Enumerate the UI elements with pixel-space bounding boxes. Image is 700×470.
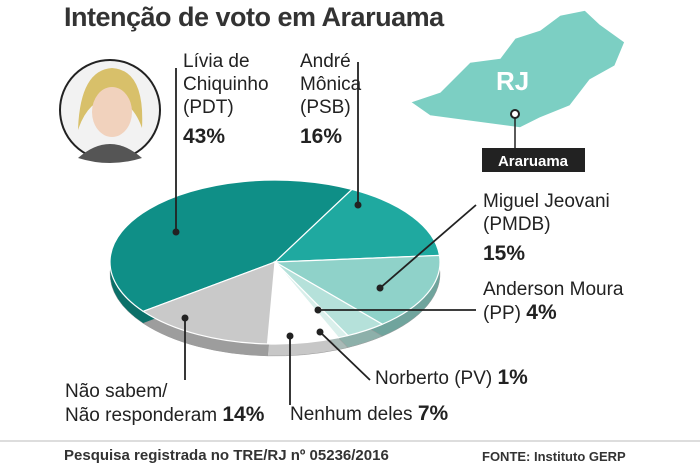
leader-dot bbox=[286, 332, 294, 340]
value-label: 1% bbox=[497, 366, 528, 389]
candidate-photo bbox=[59, 59, 161, 163]
footer-source: FONTE: Instituto GERP bbox=[482, 449, 626, 464]
leader-line bbox=[319, 331, 371, 381]
slice-label: Anderson Moura (PP) 4% bbox=[483, 278, 623, 325]
slice-label: Lívia de Chiquinho (PDT) 43% bbox=[183, 50, 269, 148]
category-name: André Mônica (PSB) bbox=[300, 51, 362, 118]
category-name: Anderson Moura (PP) bbox=[483, 279, 624, 324]
leader-dot bbox=[316, 328, 324, 336]
value-label: 43% bbox=[183, 125, 226, 148]
slice bbox=[109, 179, 354, 313]
leader-dot bbox=[172, 228, 180, 236]
city-label: Araruama bbox=[498, 153, 569, 170]
value-label: 7% bbox=[417, 402, 449, 425]
slice-label: André Mônica (PSB) 16% bbox=[300, 50, 361, 148]
slice-label: Não sabem/ Não responderam 14% bbox=[65, 380, 264, 427]
leader-line bbox=[379, 204, 477, 289]
value-label: 4% bbox=[526, 301, 557, 324]
category-name: Não sabem/ Não responderam bbox=[65, 381, 218, 426]
map bbox=[408, 9, 626, 172]
leader-dot bbox=[376, 284, 384, 292]
category-name: Norberto (PV) bbox=[375, 368, 493, 389]
category-name: Miguel Jeovani (PMDB) bbox=[483, 191, 610, 235]
value-label: 14% bbox=[222, 403, 265, 426]
slice-label: Nenhum deles 7% bbox=[290, 402, 448, 426]
state-label: RJ bbox=[496, 66, 529, 96]
category-name: Lívia de Chiquinho (PDT) bbox=[183, 51, 269, 118]
leader-dot bbox=[314, 306, 322, 314]
leader-dot bbox=[354, 201, 362, 209]
value-label: 16% bbox=[300, 125, 343, 148]
slice bbox=[141, 261, 276, 345]
title: Intenção de voto em Araruama bbox=[64, 2, 444, 32]
value-label: 15% bbox=[483, 242, 526, 265]
footer-note: Pesquisa registrada no TRE/RJ nº 05236/2… bbox=[64, 447, 389, 464]
pie-top bbox=[109, 179, 441, 345]
leader-dot bbox=[181, 314, 189, 322]
category-name: Nenhum deles bbox=[290, 404, 413, 425]
slice bbox=[273, 188, 441, 263]
slice-label: Norberto (PV) 1% bbox=[375, 366, 528, 390]
slice-label: Miguel Jeovani (PMDB) 15% bbox=[483, 190, 610, 265]
